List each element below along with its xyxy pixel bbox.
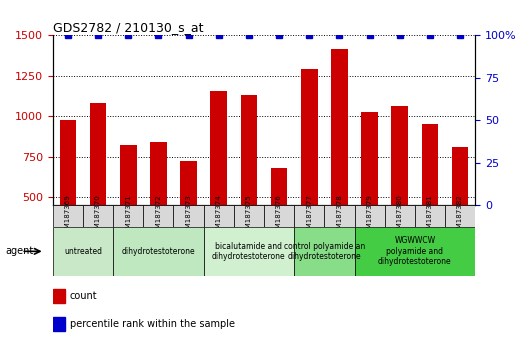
Bar [422,124,438,205]
FancyBboxPatch shape [294,227,354,276]
FancyBboxPatch shape [234,205,264,227]
Bar [211,91,227,205]
Bar [53,289,65,303]
Text: GSM187381: GSM187381 [427,195,433,237]
Text: GSM187369: GSM187369 [65,195,71,237]
Bar [53,317,65,331]
FancyBboxPatch shape [83,205,113,227]
FancyBboxPatch shape [204,205,234,227]
FancyBboxPatch shape [415,205,445,227]
Bar [90,103,106,205]
Bar [361,112,378,205]
Bar [271,168,287,205]
FancyBboxPatch shape [113,205,143,227]
Text: untreated: untreated [64,247,102,256]
Bar [391,106,408,205]
FancyBboxPatch shape [53,205,83,227]
FancyBboxPatch shape [324,205,354,227]
Text: dihydrotestoterone: dihydrotestoterone [121,247,195,256]
Bar [241,95,257,205]
Text: GSM187378: GSM187378 [336,195,343,237]
FancyBboxPatch shape [385,205,415,227]
Bar [452,147,468,205]
FancyBboxPatch shape [174,205,204,227]
Text: WGWWCW
polyamide and
dihydrotestoterone: WGWWCW polyamide and dihydrotestoterone [378,236,451,266]
FancyBboxPatch shape [204,227,294,276]
Text: GDS2782 / 210130_s_at: GDS2782 / 210130_s_at [53,21,203,34]
Text: agent: agent [5,246,34,256]
Bar [60,120,76,205]
Text: GSM187376: GSM187376 [276,195,282,237]
Text: GSM187371: GSM187371 [125,195,131,237]
FancyBboxPatch shape [113,227,204,276]
FancyBboxPatch shape [445,205,475,227]
Text: GSM187375: GSM187375 [246,195,252,237]
Text: GSM187374: GSM187374 [216,195,222,237]
FancyBboxPatch shape [143,205,174,227]
Text: GSM187382: GSM187382 [457,195,463,237]
Text: GSM187379: GSM187379 [366,195,373,237]
Bar [301,69,317,205]
Text: GSM187373: GSM187373 [185,195,192,237]
Bar [180,161,197,205]
Bar [150,142,167,205]
FancyBboxPatch shape [354,227,475,276]
Text: control polyamide an
dihydrotestoterone: control polyamide an dihydrotestoterone [284,242,365,261]
Bar [120,145,137,205]
FancyBboxPatch shape [294,205,324,227]
Text: GSM187370: GSM187370 [95,195,101,237]
Text: GSM187380: GSM187380 [397,195,403,237]
Bar [331,49,348,205]
Text: bicalutamide and
dihydrotestoterone: bicalutamide and dihydrotestoterone [212,242,286,261]
Text: percentile rank within the sample: percentile rank within the sample [70,319,234,329]
Text: GSM187372: GSM187372 [155,195,162,237]
FancyBboxPatch shape [354,205,385,227]
Text: GSM187377: GSM187377 [306,195,312,237]
FancyBboxPatch shape [264,205,294,227]
Text: count: count [70,291,97,301]
FancyBboxPatch shape [53,227,113,276]
